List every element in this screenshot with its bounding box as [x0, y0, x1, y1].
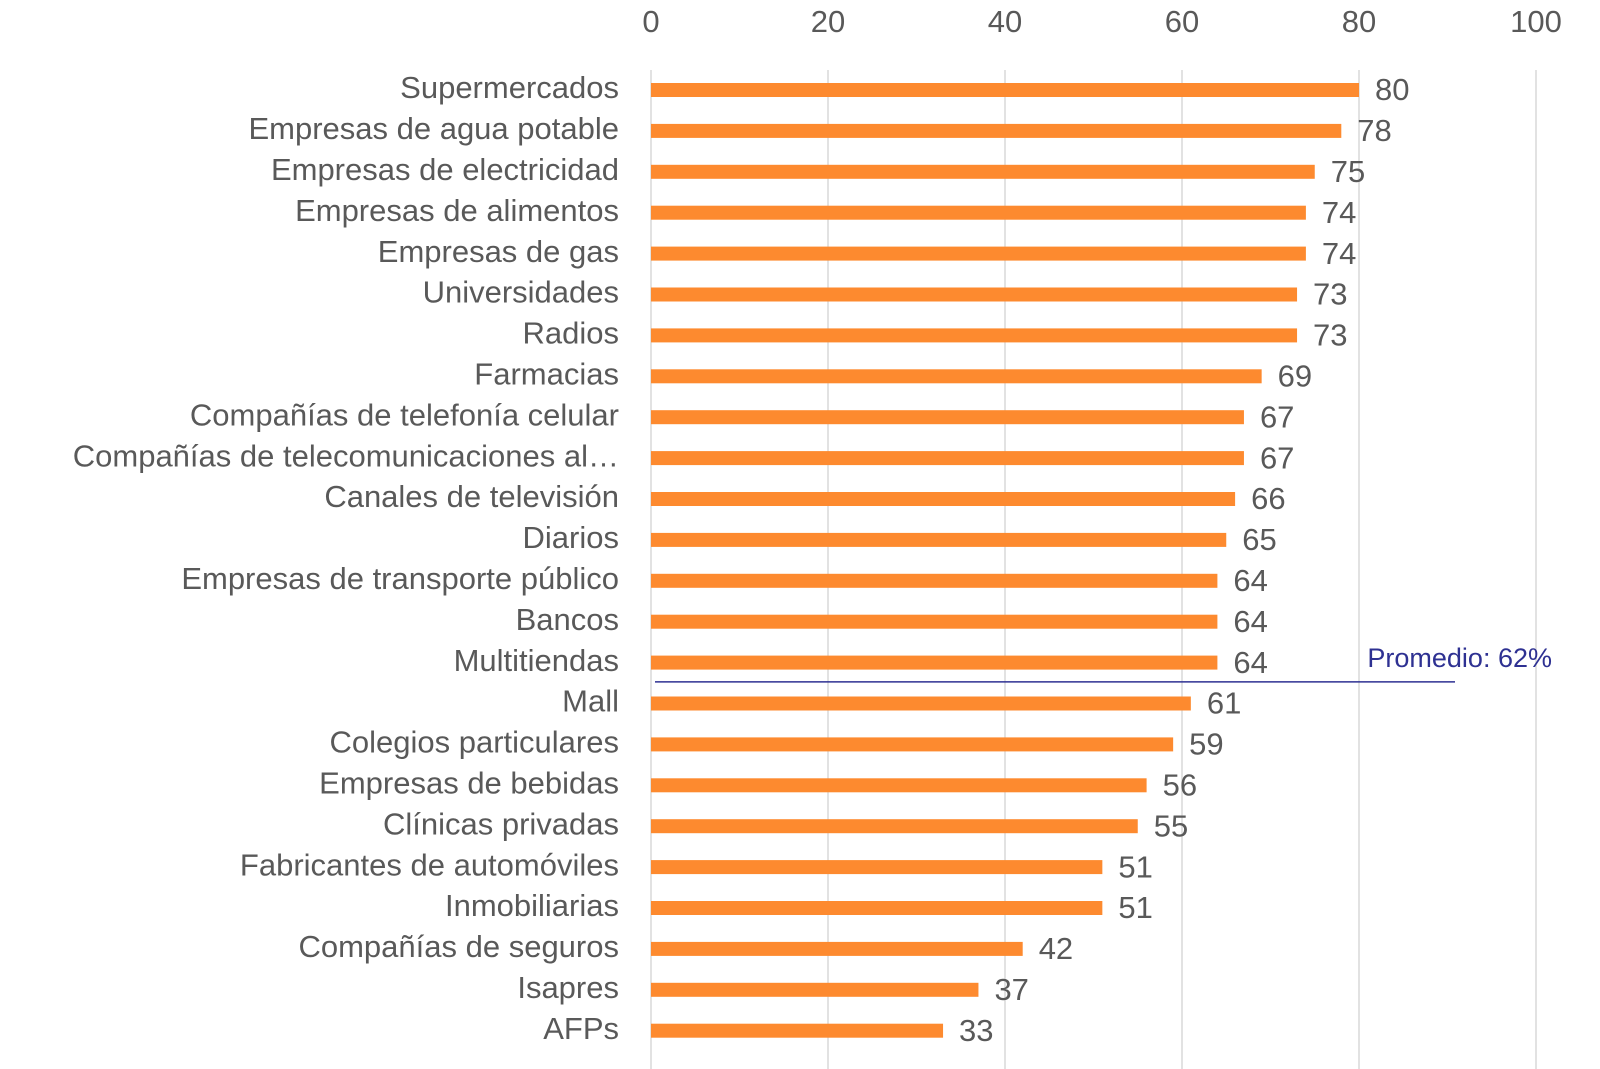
value-label: 65	[1242, 522, 1276, 557]
category-label: Empresas de electricidad	[271, 152, 619, 187]
bar	[651, 532, 1227, 547]
value-label: 42	[1039, 931, 1073, 966]
bar	[651, 819, 1138, 834]
value-label: 33	[959, 1013, 993, 1048]
bar	[651, 573, 1218, 588]
bar	[651, 246, 1306, 261]
category-label: Supermercados	[400, 70, 619, 105]
bar	[651, 614, 1218, 629]
category-label: Inmobiliarias	[445, 888, 619, 923]
bar	[651, 164, 1315, 179]
category-label: Radios	[523, 316, 620, 351]
value-label: 73	[1313, 318, 1347, 353]
value-label: 64	[1233, 604, 1267, 639]
category-label: Compañías de telecomunicaciones al…	[73, 438, 619, 473]
bar	[651, 737, 1174, 752]
bar	[651, 696, 1191, 711]
x-tick-label: 100	[1510, 4, 1562, 39]
bar	[651, 369, 1262, 384]
x-tick-label: 20	[811, 4, 845, 39]
category-label: Isapres	[517, 970, 619, 1005]
category-label: Empresas de bebidas	[319, 765, 619, 800]
value-label: 80	[1375, 72, 1409, 107]
bar	[651, 205, 1306, 220]
value-label: 73	[1313, 277, 1347, 312]
bar	[651, 123, 1342, 138]
bar	[651, 860, 1103, 875]
x-tick-label: 0	[642, 4, 659, 39]
value-label: 56	[1163, 767, 1197, 802]
category-label: Empresas de agua potable	[248, 111, 619, 146]
x-tick-label: 60	[1165, 4, 1199, 39]
value-label: 78	[1357, 113, 1391, 148]
category-label: Compañías de seguros	[298, 929, 619, 964]
value-label: 75	[1331, 154, 1365, 189]
category-label: Fabricantes de automóviles	[240, 847, 619, 882]
category-label: Farmacias	[474, 356, 619, 391]
value-label: 51	[1118, 849, 1152, 884]
bar	[651, 655, 1218, 670]
category-label: Diarios	[523, 520, 619, 555]
bar	[651, 941, 1023, 956]
bar	[651, 410, 1244, 425]
bar	[651, 901, 1103, 915]
value-label: 59	[1189, 727, 1223, 762]
category-label: Universidades	[423, 275, 619, 310]
bar	[651, 328, 1298, 343]
value-label: 64	[1233, 563, 1267, 598]
category-label: Empresas de gas	[378, 234, 619, 269]
category-label: AFPs	[543, 1011, 619, 1046]
bar	[651, 492, 1236, 506]
value-label: 74	[1322, 195, 1356, 230]
bar	[651, 451, 1244, 466]
value-label: 66	[1251, 481, 1285, 516]
value-label: 69	[1278, 358, 1312, 393]
value-label: 67	[1260, 440, 1294, 475]
value-label: 74	[1322, 236, 1356, 271]
category-label: Canales de televisión	[324, 479, 619, 514]
bar	[651, 83, 1359, 97]
category-label: Multitiendas	[454, 643, 619, 678]
bar	[651, 287, 1298, 302]
category-label: Compañías de telefonía celular	[190, 397, 619, 432]
bar	[651, 982, 979, 997]
x-tick-label: 80	[1342, 4, 1376, 39]
bar	[651, 1023, 944, 1038]
value-label: 61	[1207, 686, 1241, 721]
value-label: 55	[1154, 808, 1188, 843]
bar	[651, 778, 1147, 793]
category-label: Bancos	[516, 602, 619, 637]
x-tick-label: 40	[988, 4, 1022, 39]
category-label: Empresas de alimentos	[295, 193, 619, 228]
category-label: Colegios particulares	[330, 725, 619, 760]
average-label: Promedio: 62%	[1367, 643, 1552, 673]
value-label: 67	[1260, 399, 1294, 434]
category-label: Clínicas privadas	[383, 806, 619, 841]
value-label: 51	[1118, 890, 1152, 925]
value-label: 64	[1233, 645, 1267, 680]
category-label: Mall	[562, 684, 619, 719]
value-label: 37	[994, 972, 1028, 1007]
category-label: Empresas de transporte público	[181, 561, 619, 596]
